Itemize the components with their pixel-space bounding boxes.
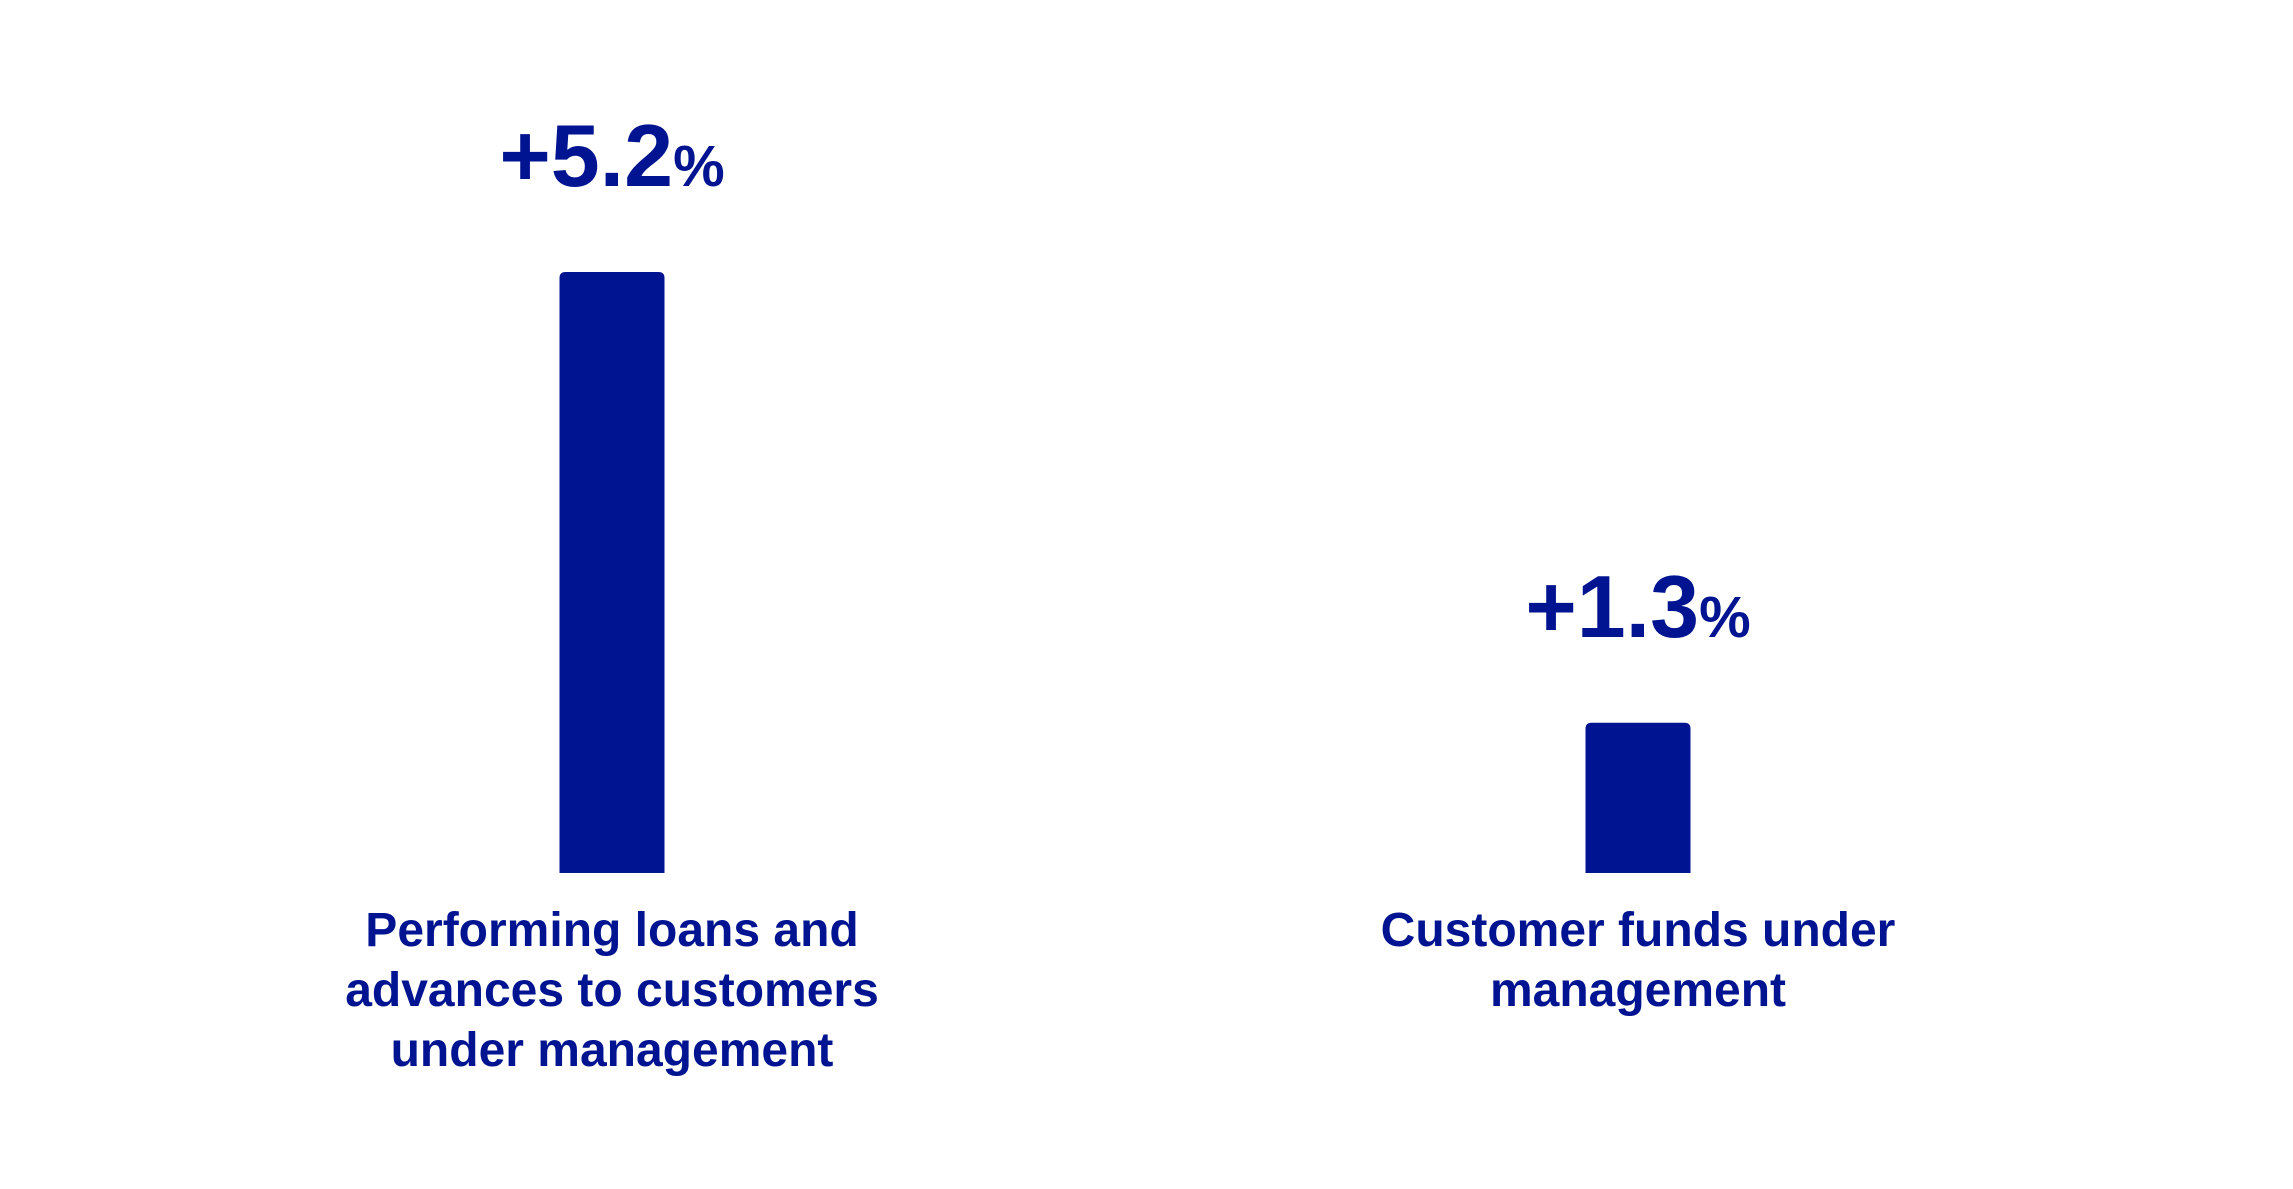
value-label-loans: +5.2% (499, 112, 724, 200)
bar-funds (1585, 722, 1691, 873)
category-label-funds: Customer funds under management (1380, 904, 1896, 1017)
value-label-funds: +1.3% (1525, 562, 1751, 651)
value-label-loans-number: +5.2 (499, 106, 674, 205)
bar-loans (559, 272, 665, 873)
category-label-loans: Performing loans and advances to custome… (345, 904, 879, 1077)
value-label-loans-unit: % (673, 134, 725, 199)
value-label-funds-unit: % (1699, 584, 1751, 650)
value-label-funds-number: +1.3 (1525, 556, 1700, 656)
